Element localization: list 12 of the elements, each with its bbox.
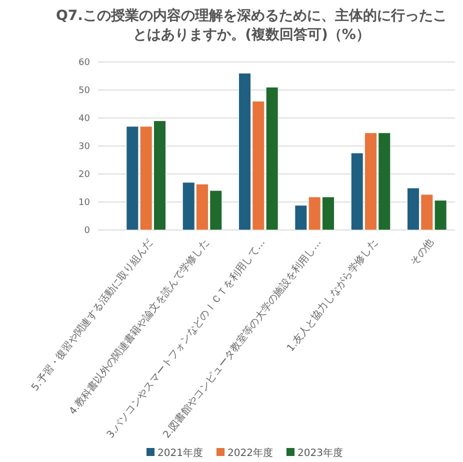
y-tick-label: 20 bbox=[78, 170, 90, 180]
y-tick-label: 10 bbox=[78, 198, 90, 208]
y-tick-label: 50 bbox=[78, 86, 90, 96]
y-tick-label: 0 bbox=[84, 226, 90, 236]
legend-label: 2021年度 bbox=[158, 447, 203, 459]
x-tick-label: その他 bbox=[408, 236, 436, 268]
chart-title: Q7.この授業の内容の理解を深めるために、主体的に行ったことはありますか。(複数回答可)（%） bbox=[56, 7, 447, 43]
legend-label: 2023年度 bbox=[298, 447, 343, 459]
y-tick-label: 60 bbox=[78, 58, 90, 68]
y-tick-label: 30 bbox=[78, 142, 90, 152]
y-tick-label: 40 bbox=[78, 114, 90, 124]
legend-label: 2022年度 bbox=[228, 447, 273, 459]
